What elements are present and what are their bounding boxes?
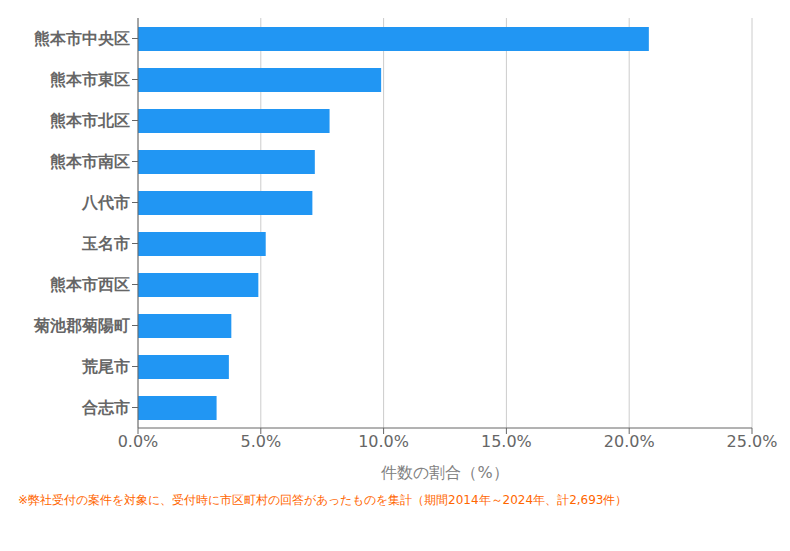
svg-text:熊本市中央区: 熊本市中央区 [34,29,130,48]
svg-text:合志市: 合志市 [81,398,130,417]
svg-text:玉名市: 玉名市 [81,234,130,253]
svg-text:5.0%: 5.0% [240,432,281,451]
html-text:※弊社受付の案件を対象に、受付時に市区町村の回答があったもの: ※弊社受付の案件を対象に、受付時に市区町村の回答があったものを集計（期間2014… [18,493,628,507]
svg-text:荒尾市: 荒尾市 [81,357,130,376]
svg-text:0.0%: 0.0% [118,432,159,451]
svg-text:25.0%: 25.0% [727,432,778,451]
svg-text:件数の割合（%）: 件数の割合（%） [381,463,508,482]
svg-text:八代市: 八代市 [81,193,130,212]
svg-text:15.0%: 15.0% [481,432,532,451]
svg-text:20.0%: 20.0% [604,432,655,451]
svg-text:熊本市東区: 熊本市東区 [50,70,130,89]
svg-text:菊池郡菊陽町: 菊池郡菊陽町 [33,316,130,335]
svg-text:熊本市北区: 熊本市北区 [50,111,130,130]
svg-text:熊本市西区: 熊本市西区 [50,275,130,294]
svg-text:熊本市南区: 熊本市南区 [50,152,130,171]
svg-text:10.0%: 10.0% [358,432,409,451]
